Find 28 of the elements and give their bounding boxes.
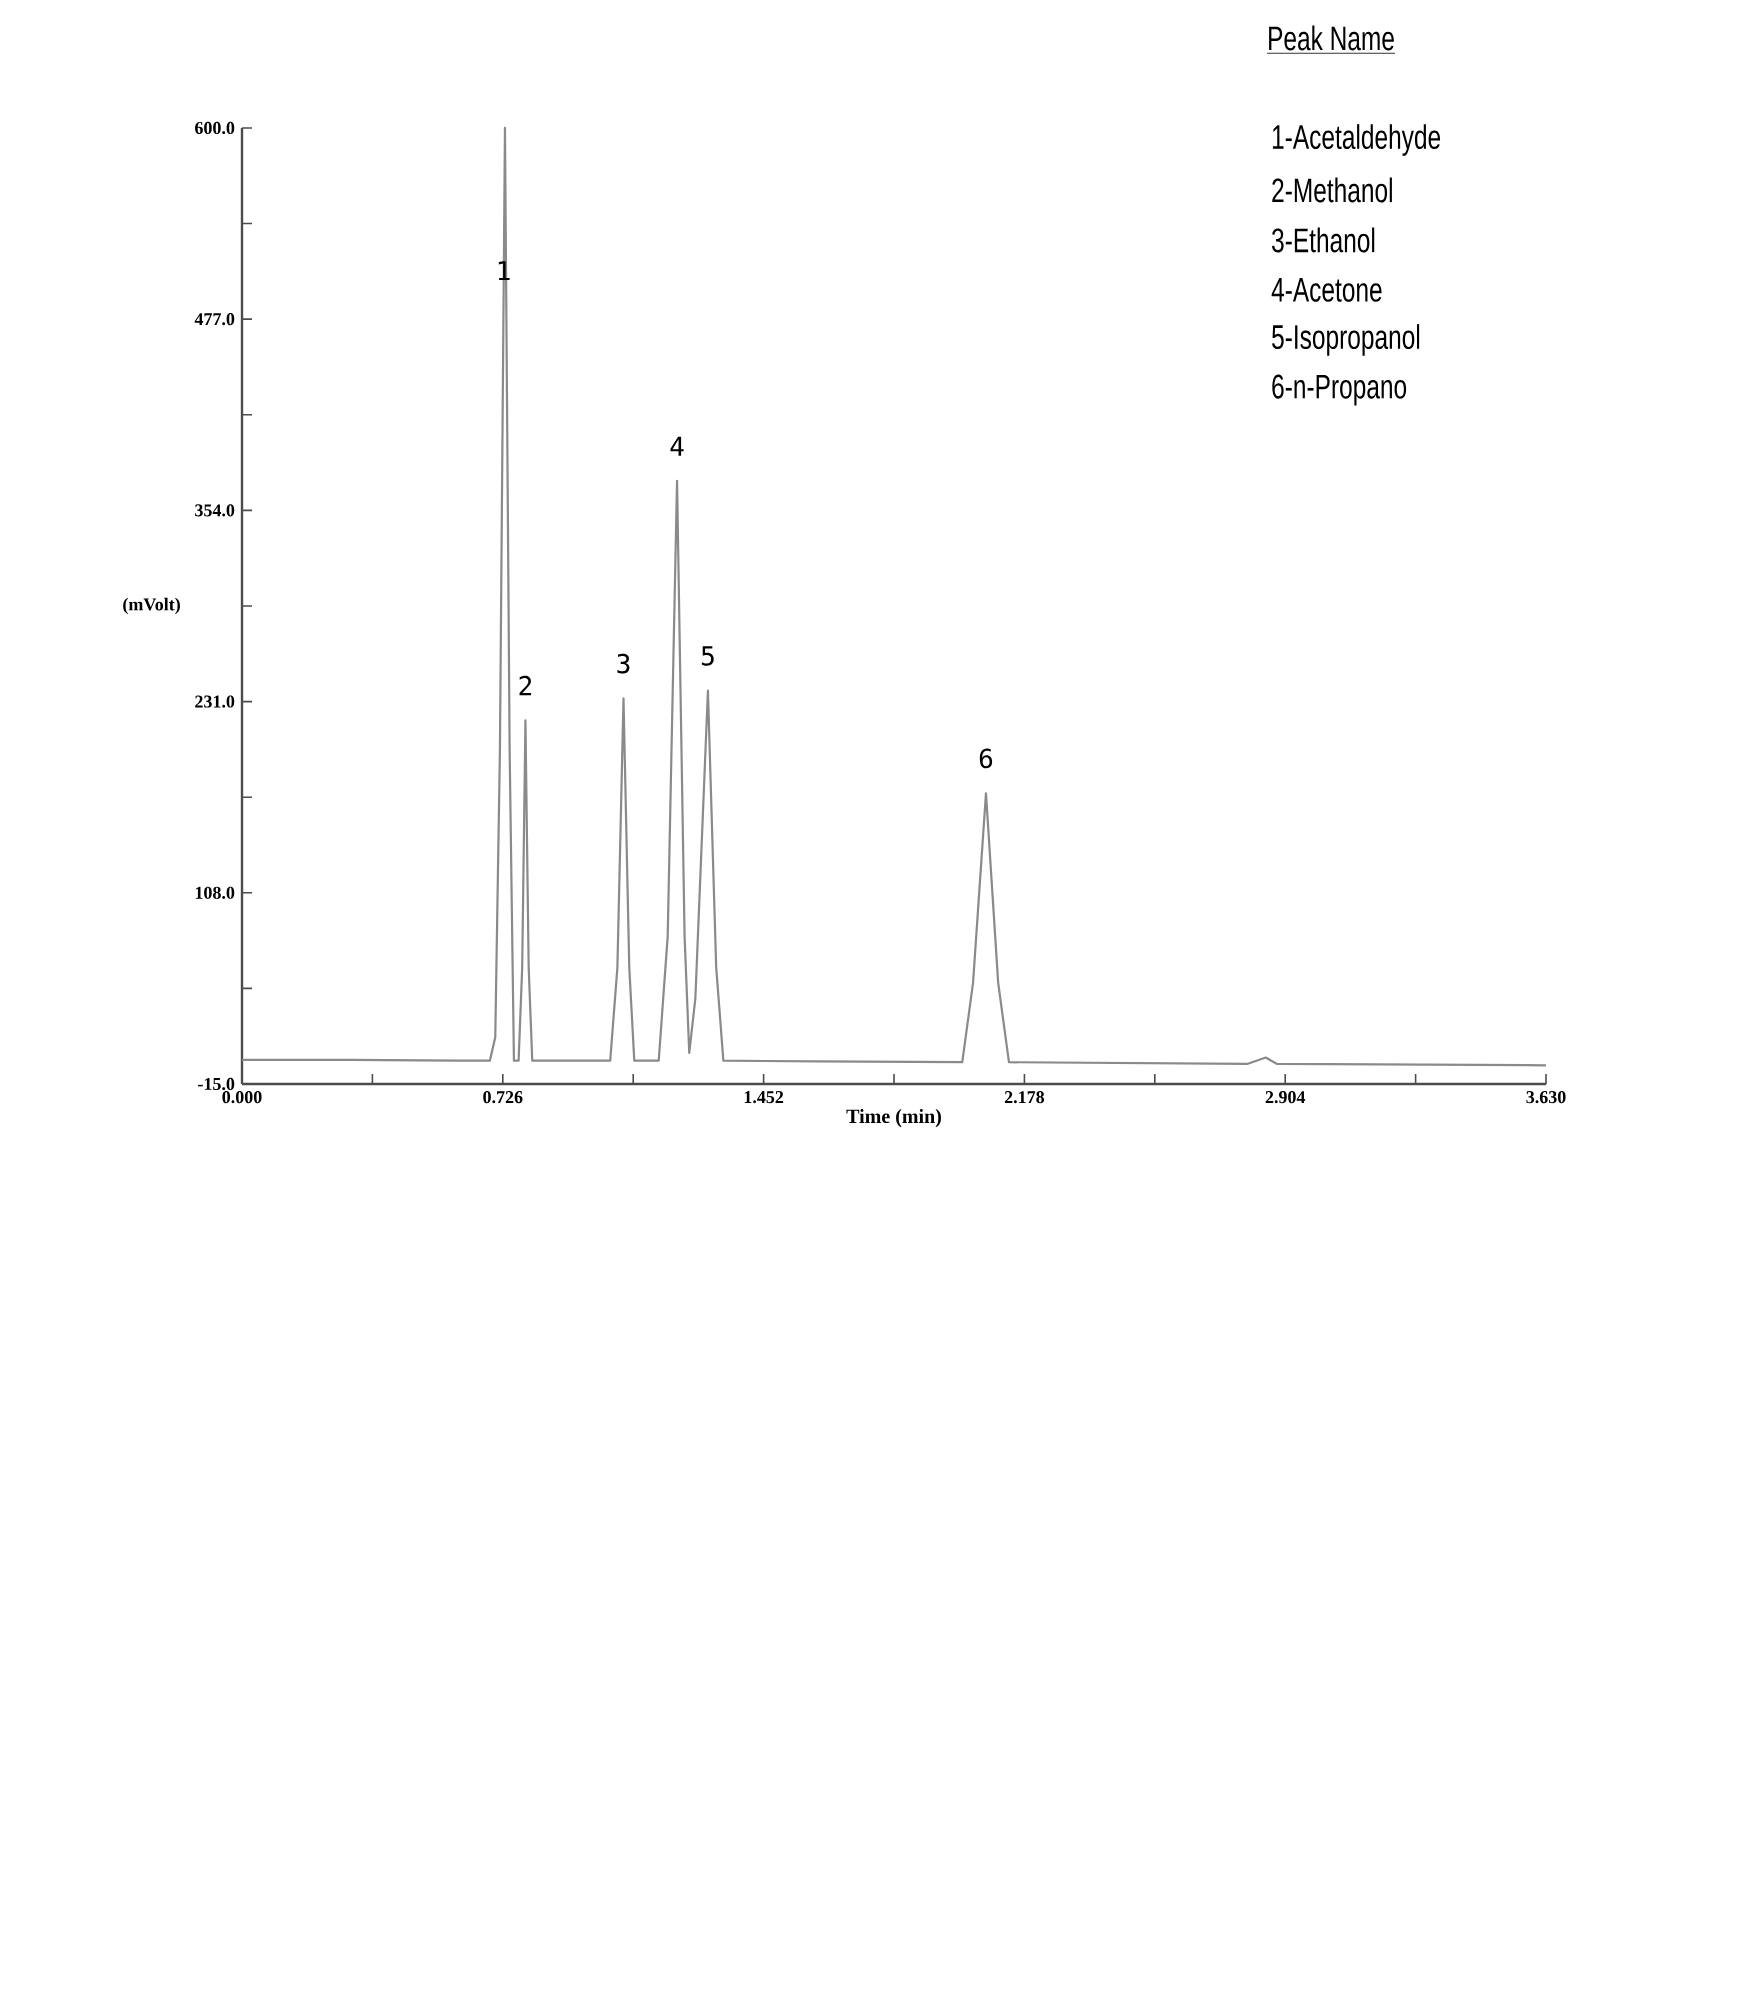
- y-tick-label: 477.0: [194, 313, 235, 326]
- line-series: [240, 126, 1548, 1067]
- x-tick-label: 0.000: [222, 1091, 262, 1104]
- annotation: 3: [617, 653, 630, 674]
- y-axis-title: (mVolt): [123, 597, 180, 615]
- x-tick-label: 0.726: [483, 1091, 523, 1104]
- annotation: 5: [701, 646, 714, 666]
- annotation: 5-Isopropanol: [1272, 324, 1420, 356]
- annotation: 4: [670, 436, 684, 456]
- text: Peak Name: [1269, 25, 1394, 51]
- annotation: 3-Ethanol: [1272, 227, 1375, 253]
- annotation: 2-Methanol: [1272, 177, 1392, 203]
- y-tick-label: 354.0: [195, 504, 235, 517]
- x-tick-label: 2.178: [1004, 1091, 1045, 1104]
- y-tick-label: 108.0: [195, 886, 235, 899]
- annotation: 2: [519, 675, 532, 696]
- x-tick-label: 1.452: [744, 1091, 784, 1104]
- y-tick-label: -15.0: [198, 1077, 235, 1091]
- y-tick-label: 231.0: [195, 695, 235, 708]
- annotation: 6: [979, 748, 993, 769]
- y-tick-label: 600.0: [195, 121, 235, 135]
- annotation: 1: [498, 261, 510, 281]
- annotation: 1-Acetaldehyde: [1272, 124, 1441, 156]
- annotation: 6-n-Propano: [1272, 374, 1407, 406]
- annotation: 4-Acetone: [1271, 278, 1382, 302]
- x-tick-label: 2.904: [1265, 1091, 1306, 1104]
- x-axis-title: Time (min): [846, 1108, 941, 1128]
- x-tick-label: 3.630: [1526, 1091, 1566, 1104]
